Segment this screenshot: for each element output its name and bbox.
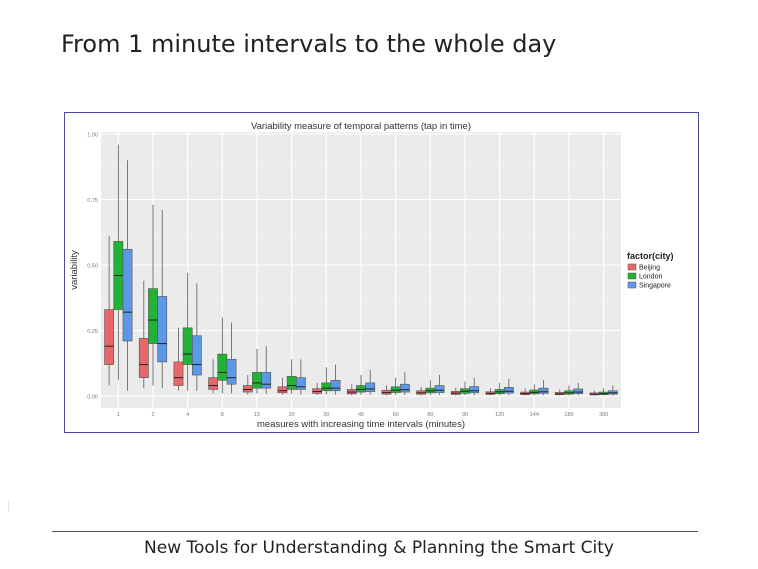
x-tick-label: 1	[117, 412, 120, 418]
box	[217, 353, 228, 381]
legend-title: factor(city)	[627, 251, 674, 261]
box	[538, 387, 549, 394]
y-tick-label: 0.00	[87, 395, 98, 401]
box	[242, 385, 253, 393]
x-tick-label: 8	[221, 412, 224, 418]
x-tick-label: 180	[564, 412, 573, 418]
x-axis-label: measures with increasing time intervals …	[257, 419, 465, 430]
footer-text: New Tools for Understanding & Planning t…	[144, 538, 614, 558]
box	[252, 372, 262, 389]
legend-items: Beijing London Singapore	[627, 263, 671, 290]
box	[157, 296, 168, 363]
box	[399, 383, 410, 393]
legend-swatch-singapore	[627, 281, 637, 289]
box	[356, 385, 366, 393]
box	[182, 327, 193, 365]
legend: factor(city) Beijing London Singapore	[627, 251, 674, 290]
legend-swatch-london	[627, 272, 637, 280]
legend-label-singapore: Singapore	[639, 283, 671, 290]
box	[321, 382, 332, 392]
y-tick-label: 0.50	[87, 264, 98, 270]
box	[173, 361, 184, 386]
x-tick-label: 2	[151, 412, 154, 418]
y-tick-label: 0.25	[87, 329, 98, 335]
y-axis-label: variability	[69, 250, 80, 290]
boxplot-chart: 0.000.250.500.751.00 1 2 4 8 15 20 30 45 60 80 90 1…	[69, 121, 674, 430]
box	[573, 388, 584, 394]
box	[312, 388, 323, 394]
x-axis-ticks: 1 2 4 8 15 20 30 45 60 80 90 120 144 180 360	[117, 412, 608, 418]
box	[434, 385, 445, 393]
x-tick-label: 360	[599, 412, 608, 418]
box	[104, 309, 115, 365]
slide-title: From 1 minute intervals to the whole day	[61, 30, 557, 58]
chart-title: Variability measure of temporal patterns…	[251, 121, 471, 132]
y-tick-label: 0.75	[87, 198, 98, 204]
box	[330, 379, 341, 392]
box	[138, 338, 149, 378]
x-tick-label: 120	[495, 412, 504, 418]
box	[295, 377, 306, 390]
y-tick-label: 1.00	[87, 133, 98, 139]
box-series	[104, 144, 618, 396]
x-tick-label: 20	[289, 412, 295, 418]
box	[148, 288, 158, 344]
legend-swatch-beijing	[627, 263, 637, 271]
x-tick-label: 15	[254, 412, 260, 418]
box	[469, 386, 480, 394]
box	[191, 335, 202, 376]
x-tick-label: 4	[186, 412, 189, 418]
box	[226, 359, 237, 385]
box	[503, 387, 514, 394]
box	[122, 248, 133, 342]
legend-label-london: London	[639, 274, 662, 281]
series-beijing	[104, 236, 600, 396]
box	[277, 386, 288, 394]
margin-mark	[8, 500, 9, 512]
x-tick-label: 80	[427, 412, 433, 418]
box	[261, 372, 272, 389]
x-tick-label: 90	[462, 412, 468, 418]
chart-figure: 0.00 0.25 0.50 0.75 1.00 1 2 4 8 15 20 30 45 60 80 90 1…	[64, 112, 699, 433]
box	[390, 386, 401, 393]
series-singapore	[122, 160, 618, 396]
x-tick-label: 144	[530, 412, 539, 418]
y-axis-ticks: 0.00 0.25 0.50 0.75 1.00	[87, 133, 98, 401]
x-tick-label: 60	[393, 412, 399, 418]
x-tick-label: 30	[323, 412, 329, 418]
box	[365, 382, 376, 392]
box	[286, 376, 297, 390]
x-tick-label: 45	[358, 412, 364, 418]
footer-divider	[52, 531, 698, 532]
box	[208, 377, 219, 390]
legend-label-beijing: Beijing	[639, 265, 660, 272]
